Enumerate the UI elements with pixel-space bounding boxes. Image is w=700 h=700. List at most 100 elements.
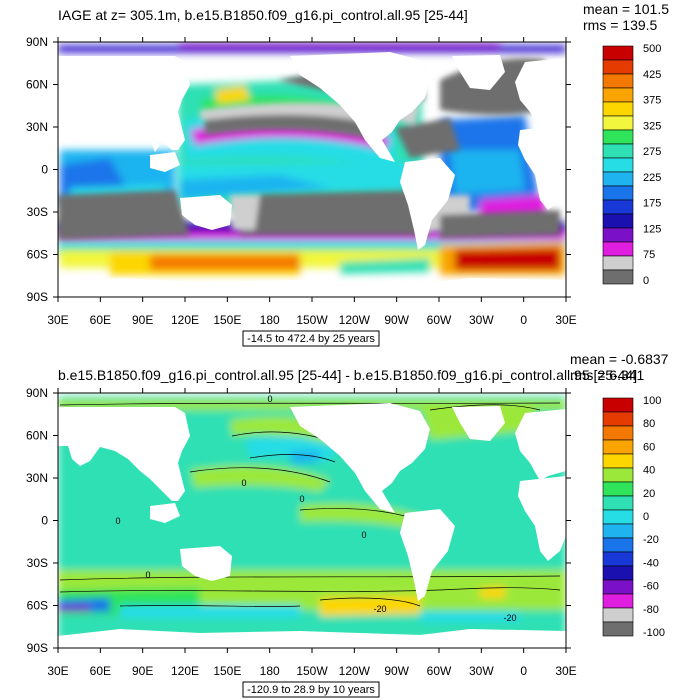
bottom-title: b.e15.B1850.f09_g16.pi_control.all.95 [2… xyxy=(58,367,637,383)
contour-label: -20 xyxy=(373,604,386,614)
colorbar-label: 325 xyxy=(643,120,661,132)
colorbar-label: -40 xyxy=(643,557,659,569)
colorbar-label: 225 xyxy=(643,172,661,184)
colorbar-label: 175 xyxy=(643,198,661,210)
x-tick-label: 90W xyxy=(384,664,409,678)
colorbar-swatch xyxy=(602,143,634,159)
colorbar-label: 100 xyxy=(643,395,661,407)
bottom-map: 0 0 0 0 0 0 -20 -20 xyxy=(58,393,566,648)
x-tick-label: 90E xyxy=(132,664,153,678)
top-rms: rms = 139.5 xyxy=(583,17,658,33)
x-tick-label: 30W xyxy=(469,664,494,678)
bottom-panel: b.e15.B1850.f09_g16.pi_control.all.95 [2… xyxy=(26,351,669,698)
colorbar-label: 375 xyxy=(643,95,661,107)
colorbar-swatch xyxy=(602,551,634,567)
x-tick-label: 180 xyxy=(260,664,280,678)
colorbar-swatch xyxy=(602,45,634,61)
x-tick-label: 60E xyxy=(90,664,111,678)
colorbar-swatch xyxy=(602,579,634,595)
x-tick-label: 150W xyxy=(296,664,328,678)
x-tick-label: 30E xyxy=(47,313,68,327)
colorbar-swatch xyxy=(602,171,634,187)
top-x-ticks: 30E 60E 90E 120E 150E 180 150W 120W 90W 60W 30W 0 30… xyxy=(47,37,577,327)
colorbar-swatch xyxy=(602,101,634,117)
colorbar-swatch xyxy=(602,59,634,75)
colorbar-swatch xyxy=(602,411,634,427)
colorbar-label: 40 xyxy=(643,465,655,477)
y-tick-label: 30N xyxy=(26,471,48,485)
colorbar-swatch xyxy=(602,453,634,469)
colorbar-swatch xyxy=(602,467,634,483)
colorbar-swatch xyxy=(602,439,634,455)
bottom-range-box: -120.9 to 28.9 by 10 years xyxy=(242,681,380,698)
colorbar-swatch xyxy=(602,185,634,201)
colorbar-label: 60 xyxy=(643,441,655,453)
x-tick-label: 120W xyxy=(339,664,371,678)
x-tick-label: 30E xyxy=(555,313,576,327)
colorbar-swatch xyxy=(602,199,634,215)
colorbar-label: 0 xyxy=(643,511,649,523)
y-tick-label: 30N xyxy=(26,120,48,134)
x-tick-label: 0 xyxy=(520,313,527,327)
y-tick-label: 90N xyxy=(26,386,48,400)
y-tick-label: 0 xyxy=(41,163,48,177)
contour-label: 0 xyxy=(267,394,272,404)
x-tick-label: 180 xyxy=(260,313,280,327)
x-tick-label: 30E xyxy=(555,664,576,678)
colorbar-label: -100 xyxy=(643,627,665,639)
colorbar-swatch xyxy=(602,481,634,497)
x-tick-label: 60W xyxy=(427,313,452,327)
x-tick-label: 150E xyxy=(213,664,241,678)
colorbar-label: 500 xyxy=(643,43,661,55)
colorbar-swatch xyxy=(602,495,634,511)
top-range-box: -14.5 to 472.4 by 25 years xyxy=(242,330,380,347)
colorbar-swatch xyxy=(602,509,634,525)
x-tick-label: 90E xyxy=(132,313,153,327)
colorbar-swatch xyxy=(602,425,634,441)
colorbar-swatch xyxy=(602,129,634,145)
y-tick-label: 60S xyxy=(27,248,48,262)
colorbar-swatch xyxy=(602,397,634,413)
contour-label: 0 xyxy=(299,494,304,504)
x-tick-label: 0 xyxy=(520,664,527,678)
bottom-range-label: -120.9 to 28.9 by 10 years xyxy=(247,684,375,696)
contour-label: 0 xyxy=(115,516,120,526)
colorbar-swatch xyxy=(602,523,634,539)
y-tick-label: 90N xyxy=(26,35,48,49)
x-tick-label: 150E xyxy=(213,313,241,327)
x-tick-label: 30E xyxy=(47,664,68,678)
colorbar-label: -80 xyxy=(643,604,659,616)
colorbar-label: 20 xyxy=(643,488,655,500)
y-tick-label: 60S xyxy=(27,599,48,613)
colorbar-swatch xyxy=(602,73,634,89)
contour-label: 0 xyxy=(145,570,150,580)
bottom-y-ticks: 90N 60N 30N 0 30S 60S 90S xyxy=(26,386,571,655)
y-tick-label: 30S xyxy=(27,205,48,219)
x-tick-label: 90W xyxy=(384,313,409,327)
x-tick-label: 150W xyxy=(296,313,328,327)
y-tick-label: 30S xyxy=(27,556,48,570)
colorbar-swatch xyxy=(602,87,634,103)
top-colorbar: 500 425 375 325 275 225 175 125 75 0 xyxy=(602,43,661,287)
y-tick-label: 60N xyxy=(26,429,48,443)
colorbar-label: 275 xyxy=(643,146,661,158)
colorbar-swatch xyxy=(602,607,634,623)
bottom-rms: rms = 6.341 xyxy=(570,367,645,383)
colorbar-swatch xyxy=(602,227,634,243)
contour-label: -20 xyxy=(503,613,516,623)
colorbar-label: 0 xyxy=(643,275,649,287)
colorbar-label: 425 xyxy=(643,69,661,81)
bottom-mean: mean = -0.6837 xyxy=(570,351,669,367)
colorbar-swatch xyxy=(602,537,634,553)
x-tick-label: 60W xyxy=(427,664,452,678)
x-tick-label: 30W xyxy=(469,313,494,327)
colorbar-swatch xyxy=(602,565,634,581)
bottom-colorbar: 100 80 60 40 20 0 -20 -40 -60 -80 -100 xyxy=(602,395,665,639)
colorbar-label: 125 xyxy=(643,223,661,235)
y-tick-label: 90S xyxy=(27,290,48,304)
y-tick-label: 90S xyxy=(27,641,48,655)
contour-label: 0 xyxy=(241,478,246,488)
x-tick-label: 120W xyxy=(339,313,371,327)
colorbar-label: 80 xyxy=(643,418,655,430)
